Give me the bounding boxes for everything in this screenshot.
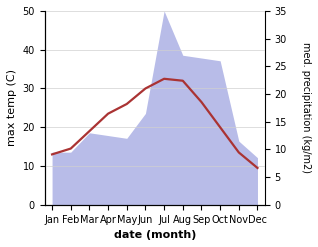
Y-axis label: med. precipitation (kg/m2): med. precipitation (kg/m2) [301, 42, 311, 173]
X-axis label: date (month): date (month) [114, 230, 196, 240]
Y-axis label: max temp (C): max temp (C) [7, 69, 17, 146]
